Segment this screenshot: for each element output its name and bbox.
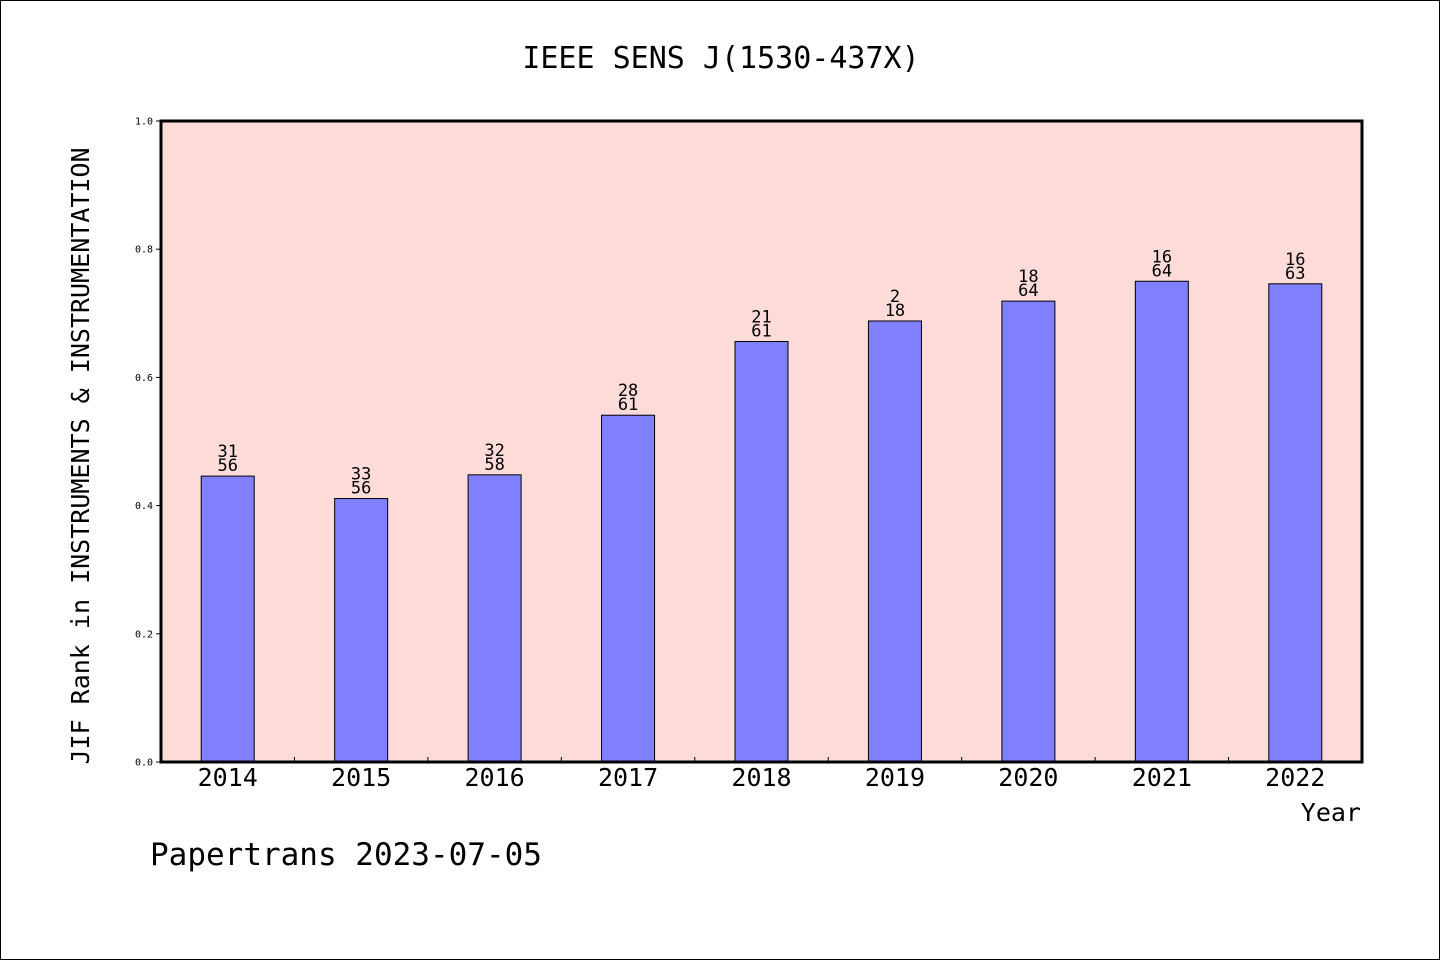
bar-label-top-2016: 32 bbox=[484, 441, 504, 461]
bar-2021 bbox=[1134, 280, 1189, 763]
bar-label-top-2014: 31 bbox=[217, 442, 237, 462]
x-axis-label: Year bbox=[1301, 798, 1361, 827]
bar-label-bottom-2020: 64 bbox=[1018, 281, 1038, 301]
bar-label-bottom-2014: 56 bbox=[217, 456, 237, 476]
y-axis-label: JIF Rank in INSTRUMENTS & INSTRUMENTATIO… bbox=[66, 147, 95, 764]
x-tick-label-2014: 2014 bbox=[198, 763, 258, 792]
bar-label-top-2020: 18 bbox=[1018, 267, 1038, 287]
bar-label-bottom-2017: 61 bbox=[618, 395, 638, 415]
y-tick-label: 0.8 bbox=[135, 245, 153, 256]
bar-2014 bbox=[200, 475, 255, 763]
bar-label-bottom-2018: 61 bbox=[751, 322, 771, 342]
y-tick-label: 0.4 bbox=[135, 501, 153, 512]
x-tick-label-2018: 2018 bbox=[731, 763, 791, 792]
bar-2015 bbox=[334, 498, 389, 763]
y-axis: 0.0 0.2 0.4 0.6 0.8 1.0 bbox=[135, 117, 161, 769]
bar-label-top-2015: 33 bbox=[351, 465, 371, 485]
y-tick-label: 0.6 bbox=[135, 373, 153, 384]
x-tick-label-2017: 2017 bbox=[598, 763, 658, 792]
bars-group bbox=[200, 280, 1323, 763]
bar-label-top-2021: 16 bbox=[1152, 247, 1172, 267]
bar-label-bottom-2015: 56 bbox=[351, 479, 371, 499]
bar-2020 bbox=[1001, 300, 1056, 763]
x-tick-label-2021: 2021 bbox=[1132, 763, 1192, 792]
bar-label-top-2019: 2 bbox=[890, 287, 900, 307]
bar-label-bottom-2022: 63 bbox=[1285, 264, 1305, 284]
bar-label-bottom-2021: 64 bbox=[1152, 261, 1172, 281]
bar-2022 bbox=[1268, 283, 1323, 763]
plot-border bbox=[159, 119, 1364, 764]
bar-2018 bbox=[734, 341, 789, 763]
bar-label-top-2017: 28 bbox=[618, 381, 638, 401]
bar-label-bottom-2019: 18 bbox=[885, 301, 905, 321]
footer-credit: Papertrans 2023-07-05 bbox=[150, 837, 542, 873]
y-tick-label: 1.0 bbox=[135, 117, 153, 128]
x-tick-label-2015: 2015 bbox=[331, 763, 391, 792]
chart-title: IEEE SENS J(1530-437X) bbox=[522, 41, 919, 76]
bar-label-top-2022: 16 bbox=[1285, 250, 1305, 270]
bar-label-top-2018: 21 bbox=[751, 308, 771, 328]
y-tick-label: 0.2 bbox=[135, 629, 153, 640]
y-tick-label: 0.0 bbox=[135, 758, 153, 769]
bar-2016 bbox=[467, 474, 522, 763]
bar-2017 bbox=[601, 414, 656, 763]
x-tick-label-2019: 2019 bbox=[865, 763, 925, 792]
bar-2019 bbox=[867, 320, 922, 763]
x-tick-label-2016: 2016 bbox=[465, 763, 525, 792]
x-tick-label-2020: 2020 bbox=[998, 763, 1058, 792]
x-tick-label-2022: 2022 bbox=[1265, 763, 1325, 792]
x-axis: 2014 2015 2016 2017 2018 2019 2020 2021 2022 bbox=[198, 757, 1325, 792]
bar-label-bottom-2016: 58 bbox=[484, 455, 504, 475]
